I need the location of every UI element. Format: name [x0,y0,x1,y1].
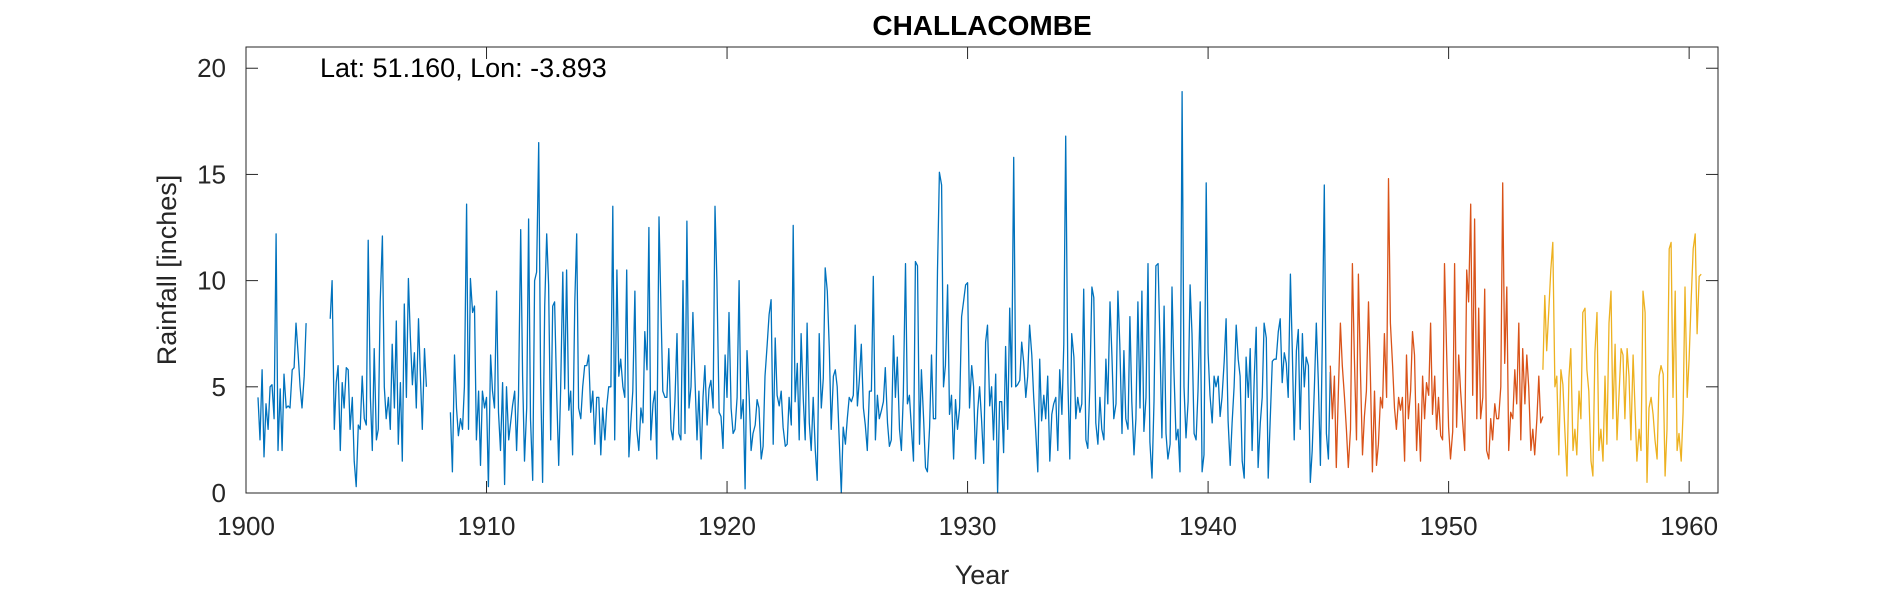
series-layer [257,90,1702,494]
series-1-segment-2 [329,235,428,488]
x-tick-label: 1910 [458,511,516,541]
series-1-segment-3 [449,90,1331,494]
y-tick-label: 15 [197,159,226,189]
y-tick-label: 20 [197,53,226,83]
series-3-segment-1 [1542,233,1702,484]
y-tick-label: 10 [197,266,226,296]
x-tick-label: 1940 [1179,511,1237,541]
annotation-lat-lon: Lat: 51.160, Lon: -3.893 [320,53,607,83]
axes-box [245,46,1719,494]
series-1-segment-1 [257,233,307,458]
x-tick-label: 1930 [939,511,997,541]
x-tick-label: 1920 [698,511,756,541]
y-axis-title: Rainfall [inches] [152,175,182,366]
x-axis-title: Year [955,560,1010,590]
chart-title: CHALLACOMBE [872,10,1091,41]
x-tick-label: 1950 [1420,511,1478,541]
y-tick-label: 5 [212,372,226,402]
y-tick-label: 0 [212,478,226,508]
ticks-layer: 1900 1910 1920 1930 1940 1950 1960 0 5 10 15 20 [197,47,1718,541]
series-2-segment-1 [1329,178,1544,473]
x-tick-label: 1960 [1660,511,1718,541]
x-tick-label: 1900 [217,511,275,541]
